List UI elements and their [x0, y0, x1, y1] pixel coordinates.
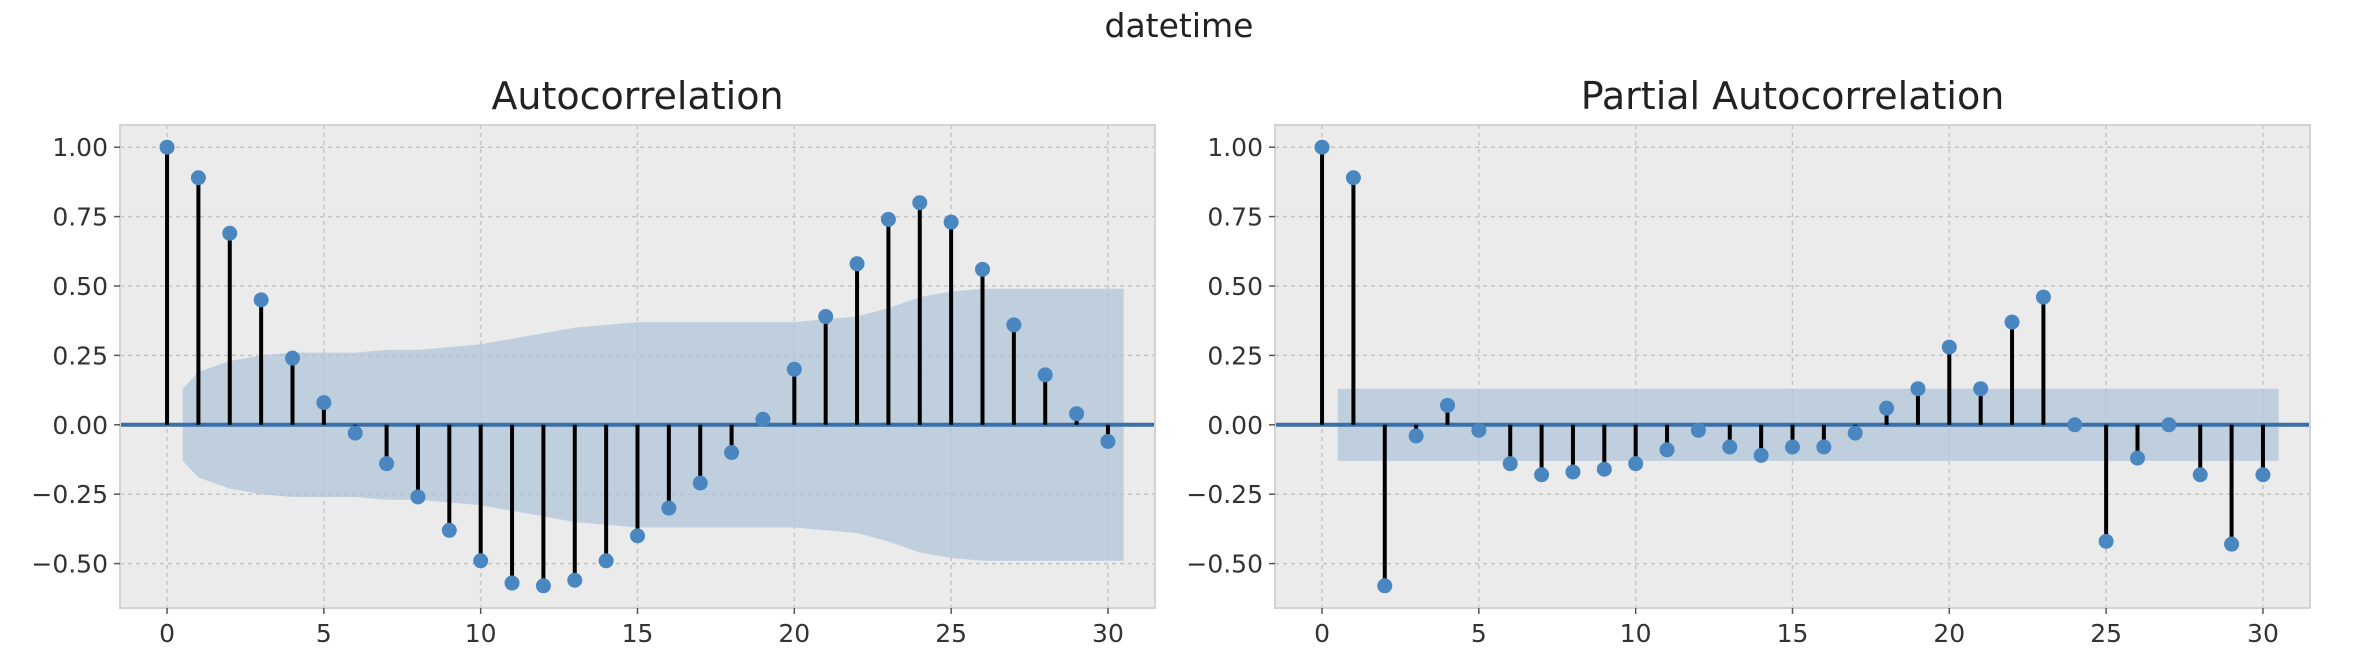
acf-point — [786, 361, 802, 377]
acf-point — [222, 225, 238, 241]
acf-x-tick-label: 5 — [316, 619, 332, 648]
acf-point — [849, 256, 865, 272]
acf-chart-title: Autocorrelation — [491, 74, 783, 118]
acf-x-tick-label: 30 — [1092, 619, 1124, 648]
pacf-point — [2255, 467, 2271, 483]
acf-x-tick-label: 15 — [622, 619, 654, 648]
acf-point — [473, 553, 489, 569]
acf-y-tick-label: 1.00 — [52, 133, 108, 162]
pacf-y-tick-label: 0.25 — [1207, 341, 1263, 370]
acf-point — [253, 292, 269, 308]
acf-point — [347, 425, 363, 441]
pacf-point — [1816, 439, 1832, 455]
page-title: datetime — [1104, 6, 1254, 45]
pacf-x-tick-label: 10 — [1620, 619, 1652, 648]
pacf-x-tick-label: 0 — [1314, 619, 1330, 648]
pacf-point — [1941, 339, 1957, 355]
acf-point — [1037, 367, 1053, 383]
pacf-x-tick-label: 15 — [1777, 619, 1809, 648]
acf-point — [975, 261, 990, 277]
acf-y-tick-label: 0.50 — [52, 272, 108, 301]
acf-point — [630, 528, 645, 544]
pacf-point — [1690, 422, 1706, 438]
acf-point — [724, 445, 740, 461]
pacf-x-tick-label: 5 — [1471, 619, 1487, 648]
acf-x-tick-label: 0 — [159, 619, 175, 648]
acf-x-tick-label: 25 — [935, 619, 967, 648]
acf-point — [567, 572, 583, 588]
acf-point — [912, 195, 928, 211]
pacf-point — [1314, 139, 1330, 155]
pacf-x-tick-label: 25 — [2090, 619, 2122, 648]
acf-point — [598, 553, 614, 569]
pacf-y-tick-label: 1.00 — [1207, 133, 1263, 162]
acf-point — [755, 411, 771, 427]
pacf-point — [1785, 439, 1800, 455]
acf-point — [661, 500, 677, 516]
acf-point — [692, 475, 708, 491]
acf-point — [943, 214, 959, 230]
pacf-point — [1847, 425, 1863, 441]
acf-y-tick-label: 0.75 — [52, 203, 108, 232]
pacf-point — [2192, 467, 2208, 483]
pacf-point — [1471, 422, 1487, 438]
acf-point — [159, 139, 175, 155]
pacf-point — [1910, 381, 1926, 397]
pacf-point — [2224, 536, 2240, 552]
pacf-y-tick-label: 0.75 — [1207, 203, 1263, 232]
pacf-y-tick-label: −0.50 — [1186, 550, 1263, 579]
pacf-point — [2161, 417, 2177, 433]
pacf-point — [1534, 467, 1550, 483]
pacf-point — [2067, 417, 2083, 433]
acf-point — [316, 395, 332, 411]
pacf-point — [1628, 456, 1644, 472]
pacf-point — [1408, 428, 1424, 444]
pacf-point — [1659, 442, 1675, 458]
pacf-point — [2004, 314, 2020, 330]
pacf-point — [1565, 464, 1581, 480]
acf-x-tick-label: 20 — [778, 619, 810, 648]
pacf-point — [1345, 170, 1361, 186]
pacf-point — [1440, 397, 1455, 413]
pacf-x-tick-label: 30 — [2247, 619, 2279, 648]
acf-point — [285, 350, 300, 366]
pacf-y-tick-label: −0.25 — [1186, 480, 1263, 509]
acf-point — [441, 522, 457, 538]
pacf-point — [1879, 400, 1895, 416]
pacf-point — [1973, 381, 1989, 397]
acf-point — [880, 211, 896, 227]
acf-point — [410, 489, 426, 505]
acf-x-tick-label: 10 — [465, 619, 497, 648]
acf-y-tick-label: −0.50 — [31, 550, 108, 579]
pacf-point — [2035, 289, 2051, 305]
acf-y-tick-label: 0.25 — [52, 341, 108, 370]
pacf-point — [1377, 578, 1393, 594]
pacf-point — [2098, 533, 2114, 549]
acf-point — [504, 575, 520, 591]
pacf-point — [1596, 461, 1612, 477]
pacf-x-tick-label: 20 — [1933, 619, 1965, 648]
acf-point — [535, 578, 551, 594]
pacf-point — [2130, 450, 2145, 466]
acf-y-tick-label: 0.00 — [52, 411, 108, 440]
pacf-y-tick-label: 0.00 — [1207, 411, 1263, 440]
acf-point — [190, 170, 206, 186]
acf-point — [379, 456, 395, 472]
acf-point — [1069, 406, 1085, 422]
pacf-point — [1753, 447, 1769, 463]
acf-point — [1100, 433, 1116, 449]
pacf-point — [1502, 456, 1518, 472]
pacf-y-tick-label: 0.50 — [1207, 272, 1263, 301]
acf-point — [1006, 317, 1022, 333]
pacf-chart-title: Partial Autocorrelation — [1581, 74, 2005, 118]
pacf-point — [1722, 439, 1738, 455]
acf-point — [818, 309, 834, 325]
pacf-grid — [1275, 125, 2310, 608]
acf-y-tick-label: −0.25 — [31, 480, 108, 509]
